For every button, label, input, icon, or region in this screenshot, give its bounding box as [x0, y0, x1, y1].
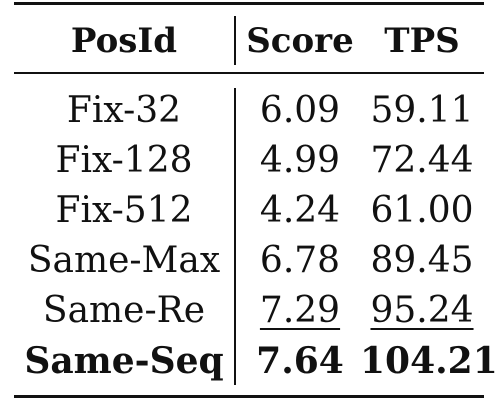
cell-tps: 95.24	[370, 290, 474, 331]
cell-tps: 104.21	[360, 340, 498, 382]
cell-posid: Fix-128	[55, 140, 193, 181]
body-column-divider	[234, 88, 236, 385]
results-table: PosId Score TPS Fix-32 6.09 59.11 Fix-12…	[14, 0, 498, 400]
cell-score: 4.99	[259, 140, 341, 181]
header-score: Score	[246, 21, 354, 61]
cell-score: 7.29	[259, 290, 341, 331]
header-rule	[14, 72, 484, 74]
table-row: Fix-128 4.99 72.44	[14, 136, 484, 186]
cell-posid: Same-Max	[27, 240, 221, 281]
cell-posid: Same-Seq	[24, 340, 224, 382]
table-row: Fix-512 4.24 61.00	[14, 186, 484, 236]
cell-score: 6.78	[259, 240, 341, 281]
header-posid: PosId	[70, 21, 178, 61]
table-row: Fix-32 6.09 59.11	[14, 86, 484, 136]
table-row: Same-Seq 7.64 104.21	[14, 336, 498, 386]
cell-posid: Fix-512	[55, 190, 193, 231]
table-row: Same-Re 7.29 95.24	[14, 286, 484, 336]
cell-score: 6.09	[259, 90, 341, 131]
cell-score: 4.24	[259, 190, 341, 231]
cell-tps: 72.44	[370, 140, 474, 181]
cell-tps: 89.45	[370, 240, 474, 281]
top-rule	[14, 2, 484, 5]
header-tps: TPS	[384, 21, 460, 61]
header-column-divider	[234, 16, 236, 65]
cell-posid: Fix-32	[66, 90, 182, 131]
cell-posid: Same-Re	[42, 290, 206, 331]
table-row: Same-Max 6.78 89.45	[14, 236, 484, 286]
cell-tps: 61.00	[370, 190, 474, 231]
cell-score: 7.64	[256, 340, 344, 382]
bottom-rule	[14, 395, 484, 398]
cell-tps: 59.11	[370, 90, 474, 131]
